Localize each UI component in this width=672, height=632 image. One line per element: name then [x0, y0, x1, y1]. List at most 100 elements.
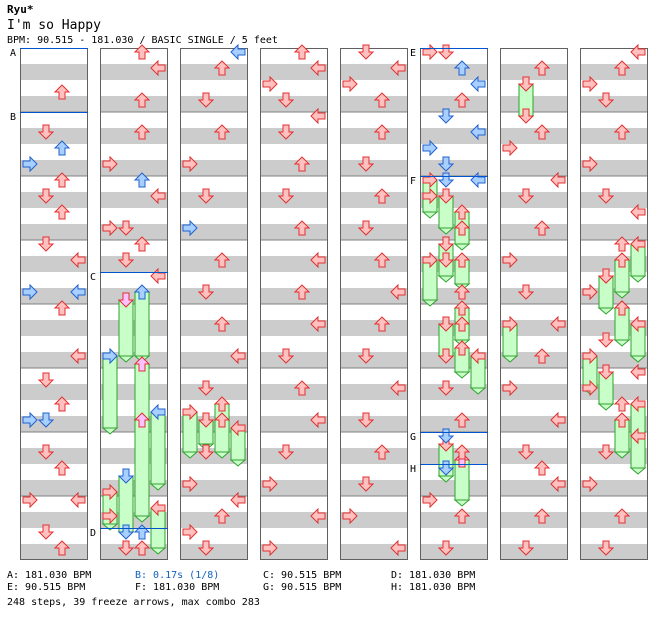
- beat-stripe: [260, 384, 328, 400]
- right-arrow-icon: [70, 283, 86, 301]
- freeze-arrow: [117, 292, 135, 363]
- beat-stripe: [500, 544, 568, 560]
- beat-stripe: [420, 64, 488, 80]
- right-arrow-icon: [310, 59, 326, 77]
- up-arrow-icon: [533, 60, 551, 76]
- marker-label: C: [90, 272, 96, 283]
- freeze-arrow: [437, 188, 455, 235]
- up-arrow-icon: [133, 540, 151, 556]
- beat-stripe: [260, 192, 328, 208]
- left-arrow-icon: [582, 379, 598, 397]
- left-arrow-icon: [502, 251, 518, 269]
- freeze-arrow: [629, 235, 647, 283]
- beat-stripe: [420, 448, 488, 464]
- beat-stripe: [260, 288, 328, 304]
- freeze-arrow: [469, 347, 487, 395]
- left-arrow-icon: [502, 139, 518, 157]
- down-arrow-icon: [117, 252, 135, 268]
- left-arrow-icon: [422, 491, 438, 509]
- beat-stripe: [100, 320, 168, 336]
- beat-stripe: [20, 544, 88, 560]
- up-arrow-icon: [453, 444, 471, 460]
- beat-stripe: [260, 448, 328, 464]
- column-border: [340, 48, 408, 560]
- right-arrow-icon: [390, 379, 406, 397]
- down-arrow-icon: [197, 444, 215, 460]
- left-arrow-icon: [582, 283, 598, 301]
- artist-name: Ryu*: [7, 3, 34, 16]
- up-arrow-icon: [213, 124, 231, 140]
- beat-stripe: [580, 96, 648, 112]
- up-arrow-icon: [133, 44, 151, 60]
- up-arrow-icon: [373, 92, 391, 108]
- down-arrow-icon: [517, 108, 535, 124]
- down-arrow-icon: [517, 540, 535, 556]
- up-arrow-icon: [133, 172, 151, 188]
- right-arrow-icon: [630, 363, 646, 381]
- beat-stripe: [20, 512, 88, 528]
- down-arrow-icon: [597, 332, 615, 348]
- section-marker: H: [410, 464, 488, 475]
- legend-c: C: 90.515 BPM: [263, 570, 342, 581]
- down-arrow-icon: [277, 444, 295, 460]
- left-arrow-icon: [22, 283, 38, 301]
- right-arrow-icon: [310, 315, 326, 333]
- left-arrow-icon: [422, 187, 438, 205]
- freeze-head-icon: [150, 499, 166, 517]
- beat-stripe: [260, 128, 328, 144]
- down-arrow-icon: [437, 540, 455, 556]
- up-arrow-icon: [133, 92, 151, 108]
- freeze-arrow: [101, 347, 119, 435]
- up-arrow-icon: [53, 300, 71, 316]
- beat-stripe: [180, 384, 248, 400]
- down-arrow-icon: [277, 92, 295, 108]
- freeze-head-icon: [582, 347, 598, 365]
- right-arrow-icon: [310, 251, 326, 269]
- beat-stripe: [180, 96, 248, 112]
- freeze-arrow: [453, 452, 471, 507]
- left-arrow-icon: [582, 475, 598, 493]
- left-arrow-icon: [182, 523, 198, 541]
- beat-stripe: [180, 288, 248, 304]
- freeze-head-icon: [117, 292, 135, 308]
- section-marker: C: [90, 272, 168, 283]
- beat-stripe: [420, 96, 488, 112]
- beat-stripe: [420, 480, 488, 496]
- down-arrow-icon: [437, 108, 455, 124]
- left-arrow-icon: [102, 155, 118, 173]
- beat-stripe: [340, 416, 408, 432]
- beat-stripe: [260, 352, 328, 368]
- freeze-arrow: [613, 412, 631, 459]
- down-arrow-icon: [197, 540, 215, 556]
- beat-stripe: [580, 224, 648, 240]
- beat-stripe: [180, 512, 248, 528]
- right-arrow-icon: [550, 475, 566, 493]
- down-arrow-icon: [437, 252, 455, 268]
- right-arrow-icon: [310, 507, 326, 525]
- marker-label: F: [410, 176, 416, 187]
- beat-stripe: [420, 224, 488, 240]
- chart-column: [180, 48, 248, 560]
- left-arrow-icon: [262, 475, 278, 493]
- freeze-arrow: [181, 403, 199, 459]
- beat-stripe: [500, 288, 568, 304]
- legend-e: E: 90.515 BPM: [7, 582, 86, 593]
- up-arrow-icon: [53, 204, 71, 220]
- up-arrow-icon: [213, 412, 231, 428]
- freeze-head-icon: [102, 483, 118, 501]
- down-arrow-icon: [597, 540, 615, 556]
- up-arrow-icon: [53, 396, 71, 412]
- down-arrow-icon: [517, 284, 535, 300]
- beat-stripe: [580, 544, 648, 560]
- up-arrow-icon: [533, 348, 551, 364]
- marker-label: E: [410, 48, 416, 59]
- section-marker: D: [90, 528, 168, 539]
- right-arrow-icon: [390, 59, 406, 77]
- down-arrow-icon: [37, 412, 55, 428]
- column-border: [100, 48, 168, 560]
- down-arrow-icon: [37, 372, 55, 388]
- freeze-head-icon: [453, 252, 471, 268]
- down-arrow-icon: [197, 92, 215, 108]
- freeze-head-icon: [133, 412, 151, 428]
- up-arrow-icon: [613, 508, 631, 524]
